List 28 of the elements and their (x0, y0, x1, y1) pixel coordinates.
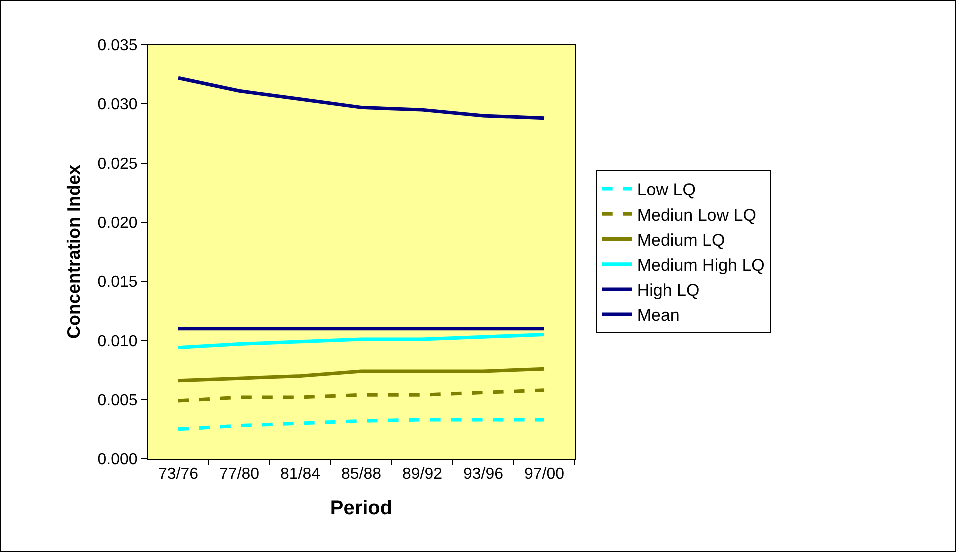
legend-label: Low LQ (637, 180, 696, 200)
legend-label: Mean (637, 306, 680, 326)
y-tick-label: 0.000 (98, 452, 138, 469)
legend-label: High LQ (637, 281, 700, 300)
line-series (176, 418, 546, 432)
x-tick-label: 73/76 (158, 466, 199, 484)
y-tick-label: 0.025 (98, 156, 138, 173)
x-tick-label: 93/96 (463, 466, 504, 484)
legend-label: Mediun Low LQ (637, 206, 756, 225)
y-tick-label: 0.010 (98, 333, 138, 350)
line-series (176, 367, 546, 383)
line-series (176, 388, 546, 403)
y-tick-label: 0.015 (98, 274, 138, 292)
x-tick-label: 89/92 (402, 466, 443, 484)
legend-label: Medium High LQ (637, 256, 765, 275)
x-tick-label: 77/80 (219, 466, 260, 484)
y-tick-label: 0.030 (98, 96, 138, 114)
x-tick-label: 97/00 (524, 466, 565, 484)
line-series (176, 333, 546, 350)
x-axis-title: Period (330, 498, 393, 520)
y-tick-label: 0.005 (98, 392, 138, 410)
y-tick-label: 0.035 (98, 38, 138, 55)
y-tick-label: 0.020 (98, 215, 138, 232)
legend-label: Medium LQ (637, 230, 726, 250)
line-series (176, 76, 546, 120)
y-axis-title: Concentration Index (64, 164, 84, 340)
x-tick-label: 85/88 (341, 466, 382, 484)
x-tick-label: 81/84 (280, 466, 321, 484)
